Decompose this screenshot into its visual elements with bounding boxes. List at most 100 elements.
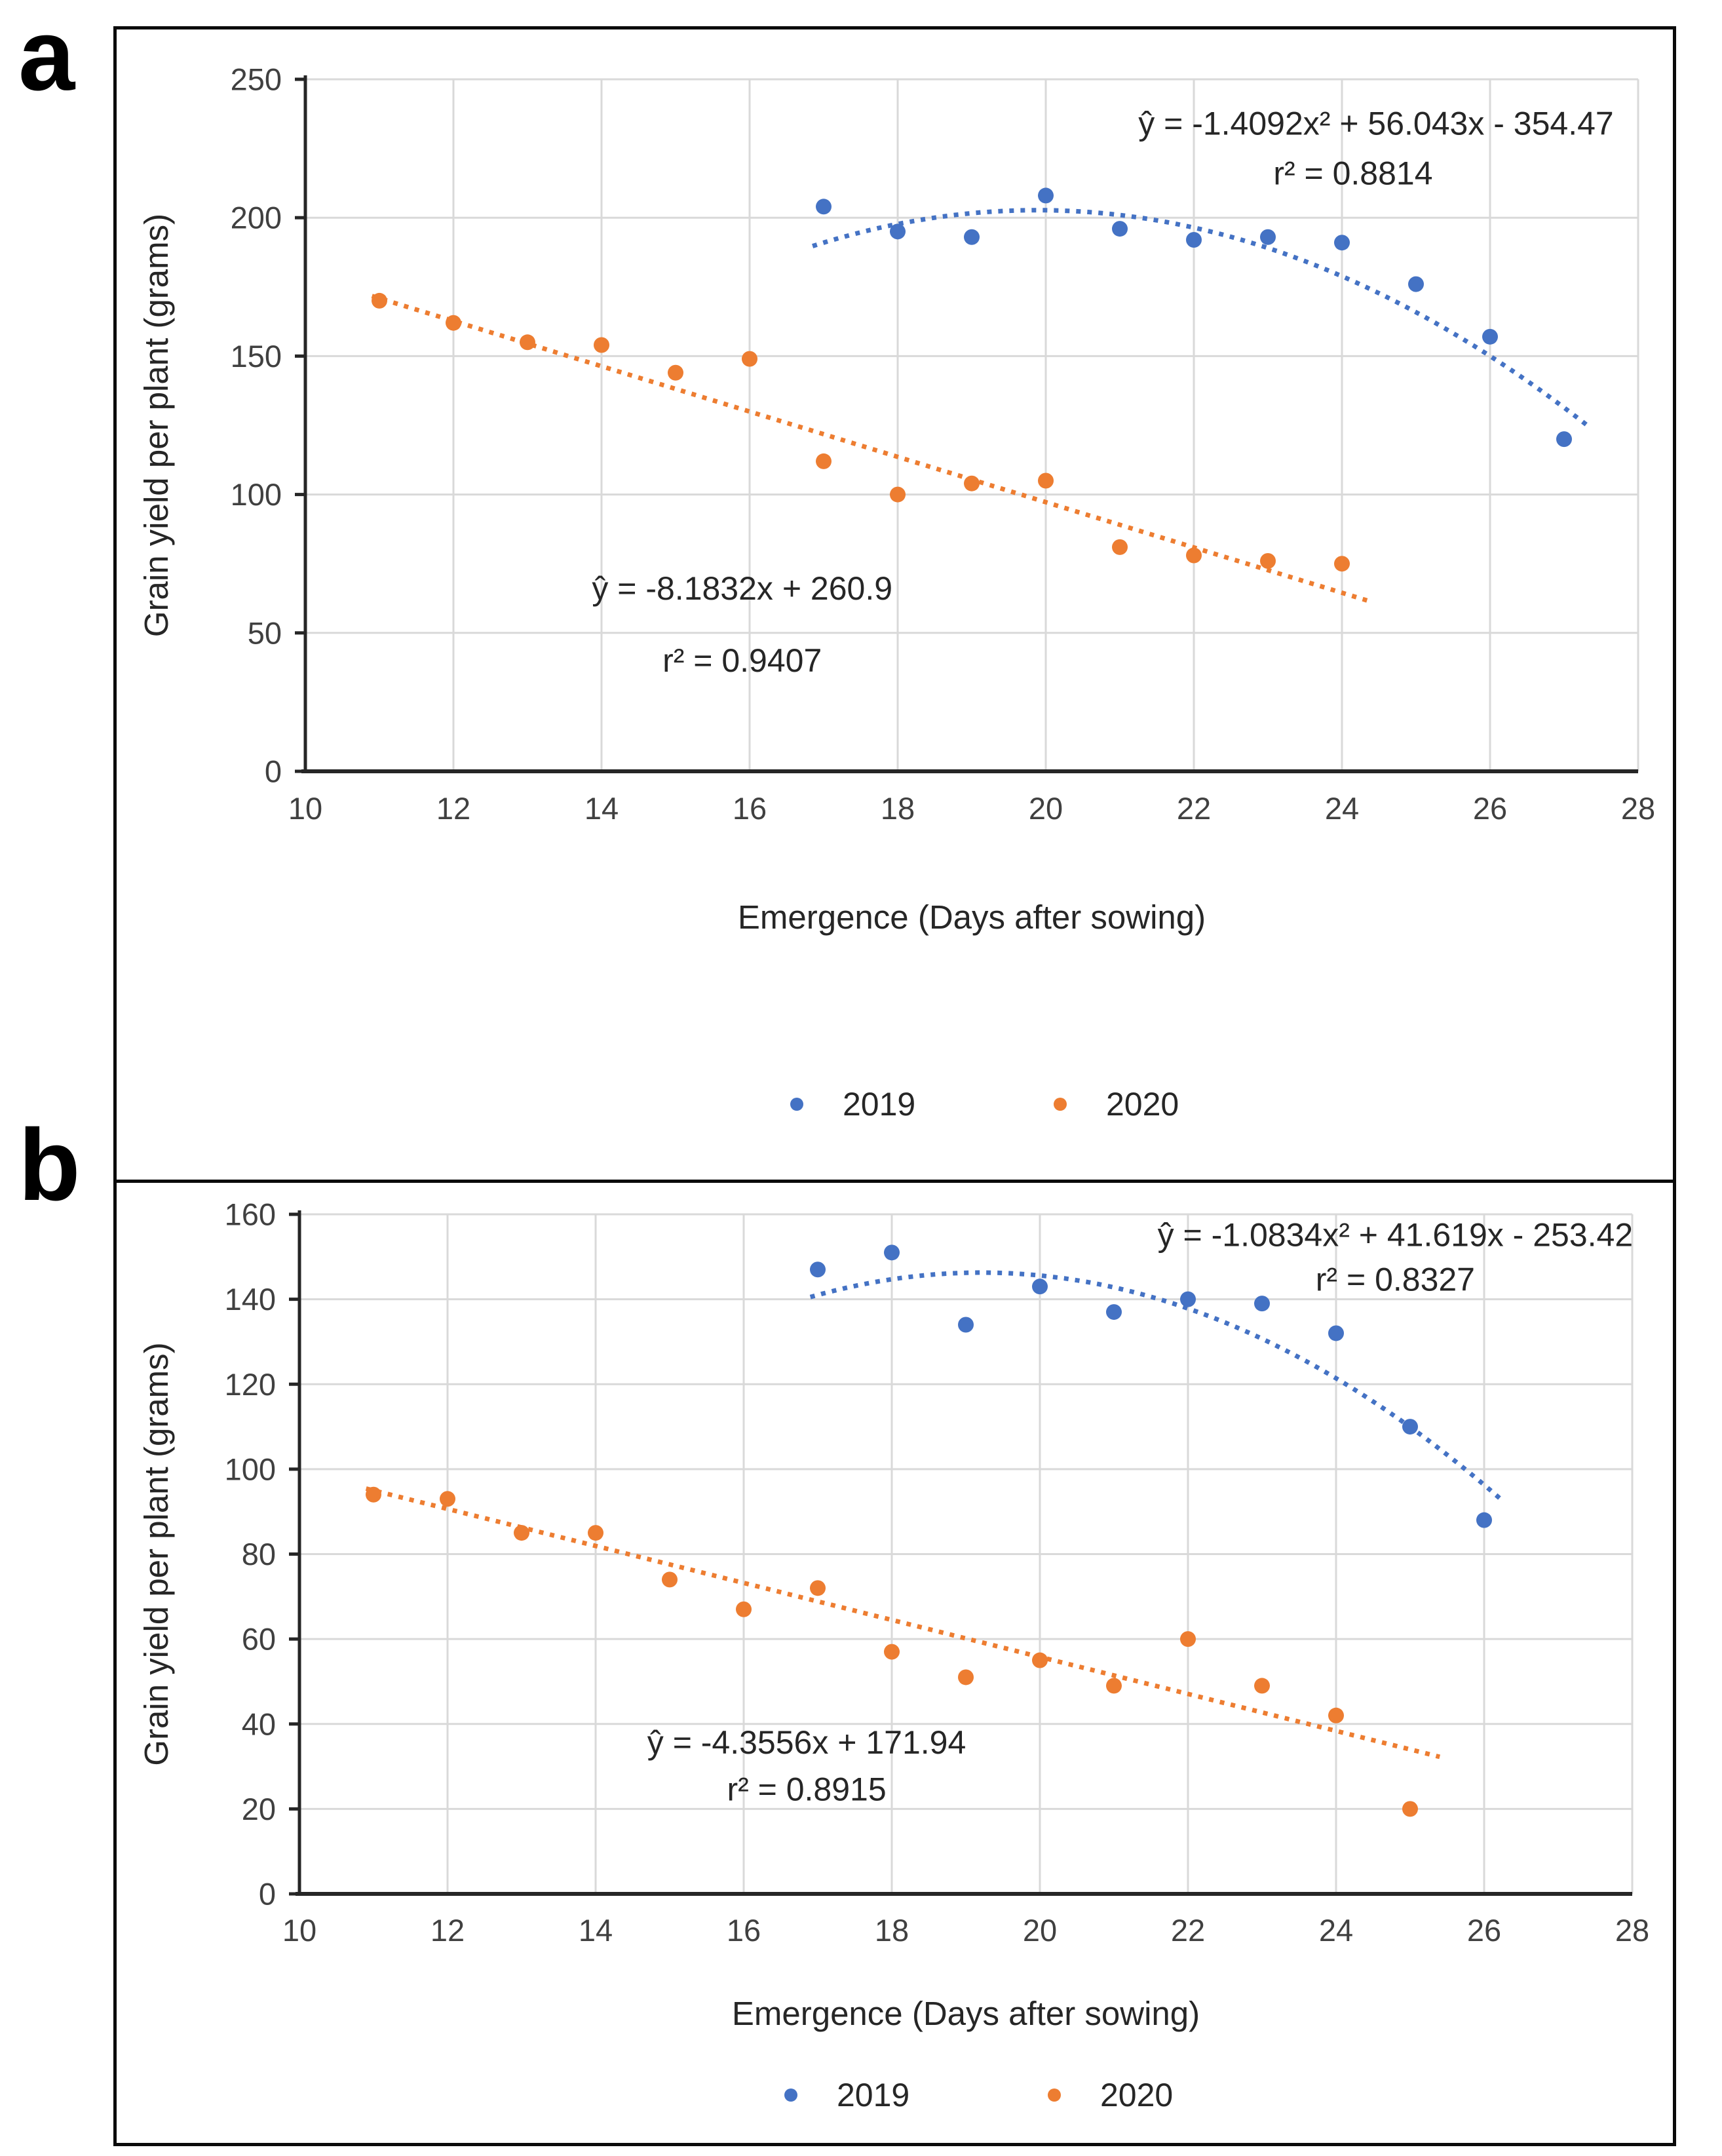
trendline-2019	[809, 1270, 1504, 1503]
data-point-2019	[1254, 1296, 1270, 1312]
data-point-2019	[1180, 1291, 1196, 1307]
y-axis-tick-label: 0	[265, 754, 282, 789]
data-point-2020	[662, 1571, 678, 1588]
x-axis-tick-label: 18	[881, 791, 915, 826]
data-point-2020	[890, 486, 906, 503]
legend-marker-2020	[1054, 1098, 1067, 1111]
data-point-2020	[514, 1525, 529, 1541]
x-axis-tick-label: 12	[436, 791, 470, 826]
y-axis-tick-label: 100	[225, 1452, 276, 1486]
x-axis-tick-label: 12	[430, 1913, 465, 1948]
data-point-2019	[1402, 1419, 1418, 1435]
legend-label-2020: 2020	[1100, 2077, 1173, 2113]
trendline-2020	[371, 294, 1373, 604]
x-axis-title: Emergence (Days after sowing)	[738, 898, 1206, 936]
data-point-2019	[1408, 276, 1424, 292]
data-point-2019	[958, 1317, 974, 1333]
y-axis-tick-label: 20	[242, 1792, 276, 1826]
data-point-2019	[1112, 221, 1128, 237]
y-axis-tick-label: 80	[242, 1537, 276, 1571]
legend-marker-2020	[1048, 2089, 1061, 2102]
y-axis-tick-label: 200	[231, 201, 282, 235]
r-squared-label-2019: r² = 0.8814	[1273, 155, 1432, 192]
x-axis-tick-label: 24	[1319, 1913, 1353, 1948]
x-axis-title: Emergence (Days after sowing)	[732, 1995, 1200, 2032]
x-axis-tick-label: 28	[1621, 791, 1655, 826]
r-squared-label-2020: r² = 0.9407	[662, 642, 822, 679]
x-axis-tick-label: 20	[1023, 1913, 1057, 1948]
x-axis-tick-label: 14	[579, 1913, 613, 1948]
y-axis-tick-label: 40	[242, 1706, 276, 1741]
data-point-2019	[964, 229, 980, 245]
y-axis-title: Grain yield per plant (grams)	[138, 1342, 175, 1765]
data-point-2019	[810, 1261, 826, 1278]
data-point-2020	[964, 475, 980, 491]
x-axis-tick-label: 16	[727, 1913, 761, 1948]
data-point-2020	[588, 1525, 603, 1541]
x-axis-tick-label: 16	[733, 791, 767, 826]
x-axis-tick-label: 10	[282, 1913, 316, 1948]
x-axis-tick-label: 18	[875, 1913, 909, 1948]
x-axis-tick-label: 22	[1177, 791, 1211, 826]
data-point-2020	[742, 351, 757, 367]
data-point-2020	[736, 1601, 752, 1617]
data-point-2019	[1260, 229, 1276, 245]
data-point-2020	[1402, 1801, 1418, 1817]
data-point-2020	[1254, 1678, 1270, 1694]
y-axis-tick-label: 0	[259, 1877, 276, 1912]
legend-label-2020: 2020	[1106, 1086, 1179, 1123]
data-point-2020	[1180, 1631, 1196, 1647]
data-point-2019	[1334, 235, 1350, 251]
scatter-plot-a: 0 50 100 150 200 250 10 12 14 16 18 20 22 24 26 28 Emerg…	[138, 62, 1655, 1123]
data-point-2020	[594, 337, 609, 353]
data-point-2020	[958, 1669, 974, 1685]
x-axis-tick-label: 22	[1171, 1913, 1205, 1948]
data-point-2020	[1334, 556, 1350, 572]
data-point-2020	[1106, 1678, 1122, 1694]
data-point-2019	[1328, 1325, 1344, 1341]
data-point-2020	[810, 1580, 826, 1596]
y-axis-tick-label: 100	[231, 477, 282, 512]
legend-label-2019: 2019	[843, 1086, 915, 1123]
data-point-2020	[1038, 472, 1054, 489]
data-point-2019	[1482, 328, 1498, 345]
data-point-2020	[816, 453, 832, 469]
data-point-2020	[1112, 539, 1128, 555]
data-point-2020	[1032, 1652, 1048, 1668]
panel-b-box: 0 20 40 60 80 100 120 140 160 10 12 14 16 18 20 22 24 26 2…	[113, 1180, 1676, 2146]
y-axis-tick-label: 150	[231, 339, 282, 374]
trendline-2019	[812, 208, 1592, 430]
equation-label-2020: ŷ = -8.1832x + 260.9	[592, 570, 892, 607]
data-point-2019	[816, 199, 832, 215]
panel-a-box: 0 50 100 150 200 250 10 12 14 16 18 20 22 24 26 28 Emerg…	[113, 26, 1676, 1222]
data-point-2020	[440, 1491, 455, 1507]
data-point-2019	[1476, 1512, 1492, 1528]
data-point-2020	[446, 315, 461, 331]
y-axis-tick-label: 250	[231, 62, 282, 97]
x-axis-tick-label: 10	[288, 791, 322, 826]
data-point-2019	[1186, 231, 1202, 248]
legend-marker-2019	[784, 2089, 797, 2102]
y-axis-tick-label: 50	[248, 615, 282, 650]
panel-label-b: b	[18, 1108, 81, 1222]
y-axis-tick-label: 140	[225, 1282, 276, 1317]
data-point-2019	[1556, 431, 1572, 448]
data-point-2019	[1038, 187, 1054, 204]
panel-label-a: a	[18, 0, 75, 111]
equation-label-2020: ŷ = -4.3556x + 171.94	[647, 1724, 966, 1761]
data-point-2020	[1260, 552, 1276, 569]
data-point-2020	[668, 364, 683, 381]
chart-a: 0 50 100 150 200 250 10 12 14 16 18 20 22 24 26 28 Emerg…	[117, 29, 1673, 1219]
x-axis-tick-label: 24	[1325, 791, 1359, 826]
x-axis-tick-label: 26	[1467, 1913, 1501, 1948]
r-squared-label-2019: r² = 0.8327	[1316, 1261, 1475, 1298]
data-point-2020	[1186, 547, 1202, 564]
data-point-2020	[366, 1486, 381, 1503]
y-axis-tick-label: 160	[225, 1197, 276, 1232]
data-point-2019	[890, 223, 906, 240]
data-point-2020	[372, 292, 387, 309]
data-point-2019	[1106, 1304, 1122, 1320]
data-point-2019	[884, 1244, 900, 1261]
equation-label-2019: ŷ = -1.4092x² + 56.043x - 354.47	[1138, 105, 1614, 142]
x-axis-tick-label: 28	[1615, 1913, 1649, 1948]
